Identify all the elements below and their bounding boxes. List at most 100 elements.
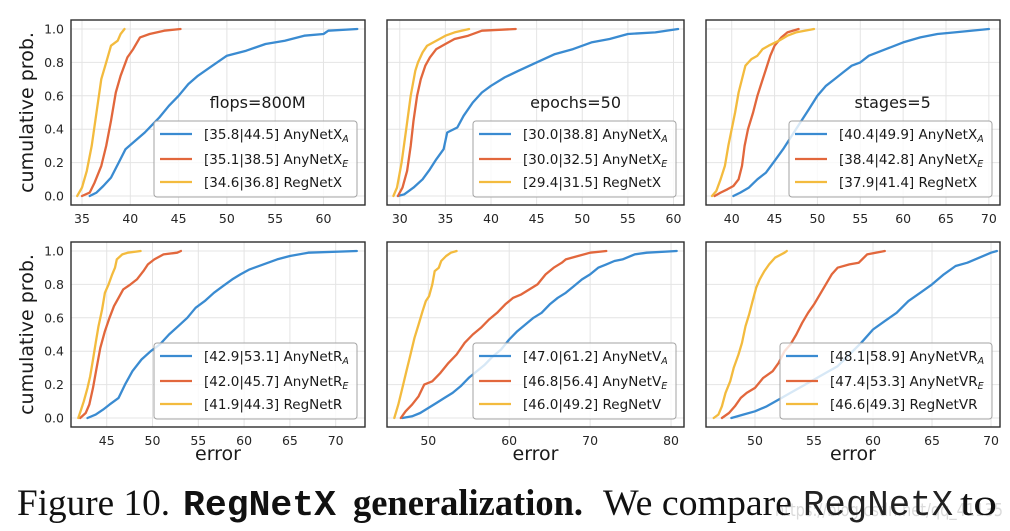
legend-entry: [42.9|53.1] AnyNetRA	[160, 349, 349, 367]
subplot-5: [47.0|61.2] AnyNetVA [46.8|56.4] AnyNetVE…	[386, 241, 685, 465]
x-tick-label: 50	[145, 433, 161, 448]
y-tick-label: 1.0	[44, 22, 64, 37]
panel-annotation: stages=5	[855, 93, 931, 112]
legend-label: [46.6|49.3] RegNetVR	[830, 397, 977, 413]
series-line-anynetr-a	[86, 249, 358, 420]
axes-frame	[705, 19, 1001, 206]
legend-entry: [29.4|31.5] RegNetX	[479, 175, 661, 191]
x-tick-label: 70	[328, 433, 344, 448]
series-line-regnetx	[76, 27, 126, 198]
legend-label-subscript: E	[342, 159, 348, 170]
legend-box	[472, 120, 677, 198]
x-axis-label: error	[830, 443, 876, 465]
legend-label-subscript: E	[978, 381, 984, 392]
legend-label-subscript: A	[341, 134, 349, 145]
subplot-2: epochs=50 [30.0|38.8] AnyNetXA [30.0|32.5]…	[386, 19, 685, 226]
legend-label: [42.0|45.7] AnyNetRE	[204, 374, 348, 392]
y-tick-label: 0.4	[44, 344, 64, 359]
legend-label: [35.1|38.5] AnyNetXE	[204, 152, 348, 170]
legend-label-subscript: E	[342, 381, 348, 392]
x-tick-label: 45	[529, 211, 545, 226]
series-line-anynetvr-e	[720, 249, 886, 420]
x-tick-label: 50	[809, 211, 825, 226]
panel-annotation: flops=800M	[210, 93, 306, 112]
x-tick-label: 55	[620, 211, 636, 226]
legend-label: [47.0|61.2] AnyNetVA	[523, 349, 668, 367]
caption-figure-label: Figure 10.	[17, 483, 170, 524]
figure-caption: https://blog.csdn.net/qq_41135 Figure 10…	[17, 483, 1003, 526]
y-tick-label: 0.0	[44, 410, 64, 425]
x-tick-label: 35	[437, 211, 453, 226]
x-tick-label: 70	[981, 211, 997, 226]
x-tick-label: 45	[99, 433, 115, 448]
legend-label-text: [34.6|36.8] RegNetX	[204, 175, 342, 191]
x-axis-label: error	[513, 443, 559, 465]
x-tick-label: 70	[983, 433, 999, 448]
subplot-4: [42.9|53.1] AnyNetRA [42.0|45.7] AnyNetRE…	[16, 241, 366, 465]
y-tick-label: 0.2	[44, 155, 64, 170]
series-line-anynetx-a	[88, 27, 359, 198]
x-tick-label: 55	[190, 433, 206, 448]
legend-label-text: [48.1|58.9] AnyNetVR	[830, 349, 978, 365]
series-line-anynetvr-a	[730, 249, 999, 420]
legend-label-subscript: A	[977, 356, 985, 367]
legend: [40.4|49.9] AnyNetXA [38.4|42.8] AnyNetXE…	[788, 120, 993, 198]
caption-code: RegNetX	[803, 485, 953, 526]
y-tick-label: 0.6	[44, 88, 64, 103]
legend-entry: [34.6|36.8] RegNetX	[160, 175, 342, 191]
legend-label-text: [30.0|32.5] AnyNetX	[523, 152, 661, 168]
legend-entry: [30.0|32.5] AnyNetXE	[479, 152, 667, 170]
legend-box	[153, 120, 358, 198]
axes-frame	[386, 19, 685, 206]
series-line-anynetv-e	[399, 249, 608, 420]
legend-label-subscript: A	[660, 134, 668, 145]
x-tick-label: 30	[392, 211, 408, 226]
subplot-grid: flops=800M [35.8|44.5] AnyNetXA [35.1|38.5…	[16, 19, 1001, 465]
legend-label-text: [40.4|49.9] AnyNetX	[839, 127, 977, 143]
legend-label: [35.8|44.5] AnyNetXA	[204, 127, 349, 145]
legend-entry: [46.6|49.3] RegNetVR	[786, 397, 977, 413]
axes-frame	[70, 19, 366, 206]
legend-label: [30.0|38.8] AnyNetXA	[523, 127, 668, 145]
legend-label-subscript: E	[977, 159, 983, 170]
legend-label-subscript: A	[660, 356, 668, 367]
series-line-regnetx	[710, 27, 816, 198]
x-tick-label: 65	[924, 433, 940, 448]
series-line-anynetx-a	[732, 27, 991, 198]
legend-label-text: [35.1|38.5] AnyNetX	[204, 152, 342, 168]
y-tick-label: 1.0	[44, 244, 64, 259]
y-axis-label: cumulative prob.	[16, 32, 38, 193]
legend-entry: [47.0|61.2] AnyNetVA	[479, 349, 668, 367]
legend-entry: [38.4|42.8] AnyNetXE	[795, 152, 983, 170]
subplot-3: stages=5 [40.4|49.9] AnyNetXA [38.4|42.8] …	[705, 19, 1001, 226]
legend-label-text: [46.8|56.4] AnyNetV	[523, 374, 662, 390]
x-tick-label: 55	[806, 433, 822, 448]
x-tick-label: 50	[219, 211, 235, 226]
x-tick-label: 65	[938, 211, 954, 226]
legend: [42.9|53.1] AnyNetRA [42.0|45.7] AnyNetRE…	[153, 342, 358, 420]
subplot-6: [48.1|58.9] AnyNetVRA [47.4|53.3] AnyNetV…	[705, 241, 1001, 465]
legend-label: [30.0|32.5] AnyNetXE	[523, 152, 667, 170]
legend-label: [46.0|49.2] RegNetV	[523, 397, 662, 413]
legend-entry: [47.4|53.3] AnyNetVRE	[786, 374, 984, 392]
legend-box	[153, 342, 358, 420]
legend-label: [41.9|44.3] RegNetR	[204, 397, 342, 413]
subplot-1: flops=800M [35.8|44.5] AnyNetXA [35.1|38.5…	[16, 19, 366, 226]
legend-entry: [35.1|38.5] AnyNetXE	[160, 152, 348, 170]
legend-label-text: [46.0|49.2] RegNetV	[523, 397, 662, 413]
y-axis-label: cumulative prob.	[16, 254, 38, 415]
legend: [35.8|44.5] AnyNetXA [35.1|38.5] AnyNetXE…	[153, 120, 358, 198]
x-tick-label: 40	[724, 211, 740, 226]
caption-bold-code: RegNetX	[183, 485, 336, 526]
x-tick-label: 70	[582, 433, 598, 448]
x-tick-label: 60	[236, 433, 252, 448]
legend-label: [34.6|36.8] RegNetX	[204, 175, 342, 191]
legend: [48.1|58.9] AnyNetVRA [47.4|53.3] AnyNetV…	[779, 342, 993, 420]
watermark: https://blog.csdn.net/qq_41135	[775, 500, 1003, 521]
legend-label: [48.1|58.9] AnyNetVRA	[830, 349, 984, 367]
x-tick-label: 50	[420, 433, 436, 448]
series-line-regnetr	[77, 249, 142, 420]
axes-frame	[705, 241, 1001, 428]
legend-label-text: [29.4|31.5] RegNetX	[523, 175, 661, 191]
x-tick-label: 60	[865, 433, 881, 448]
